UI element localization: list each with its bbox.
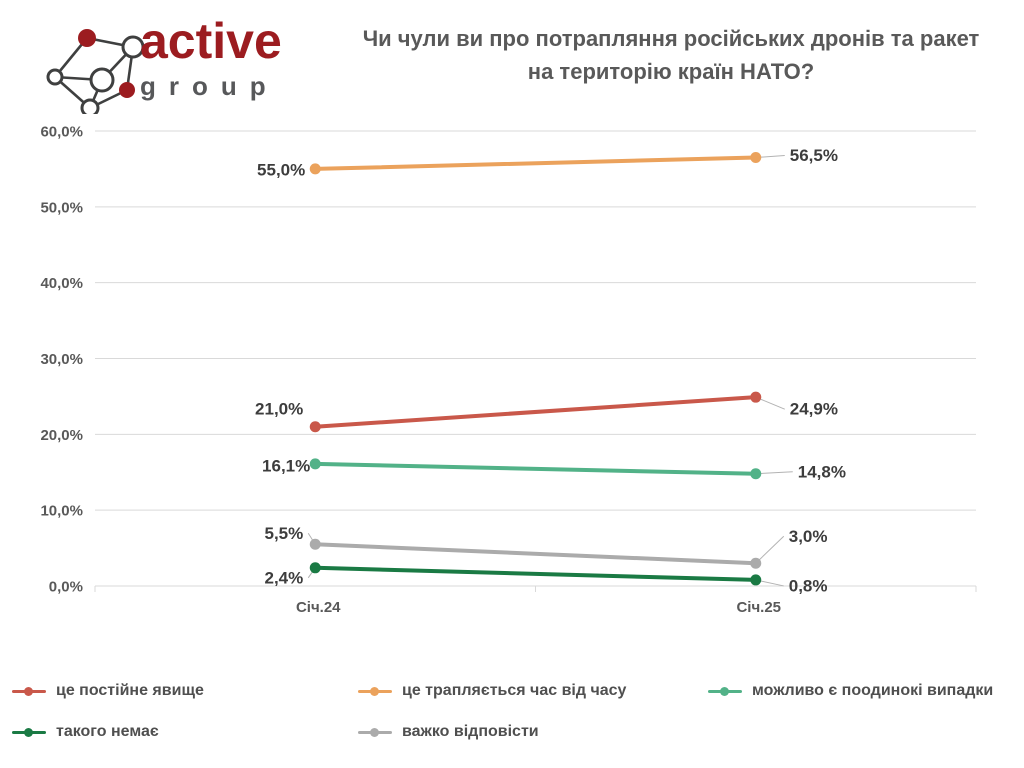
legend-item: важко відповісти <box>358 723 708 741</box>
data-point <box>309 163 321 175</box>
y-axis-label: 60,0% <box>40 124 83 141</box>
x-axis-label: Січ.25 <box>736 599 781 616</box>
data-point <box>309 458 321 470</box>
series-line <box>313 565 758 582</box>
legend-line-marker-icon <box>708 686 742 696</box>
logo-brand: active <box>140 13 282 69</box>
legend-label: важко відповісти <box>402 723 539 740</box>
header: active group Чи чули ви про потрапляння … <box>0 0 1024 114</box>
data-label: 56,5% <box>790 146 838 165</box>
series-line <box>313 395 758 429</box>
y-axis-label: 30,0% <box>40 351 83 368</box>
data-point <box>750 391 762 403</box>
logo-text: active group <box>140 14 282 101</box>
y-axis-label: 40,0% <box>40 275 83 292</box>
y-axis-label: 10,0% <box>40 503 83 520</box>
network-logo-icon <box>46 29 144 114</box>
label-leader-line <box>755 471 793 475</box>
legend-label: це трапляється час від часу <box>402 682 627 699</box>
legend-line-marker-icon <box>12 727 46 737</box>
legend-label: такого немає <box>56 723 159 740</box>
chart-title: Чи чули ви про потрапляння російських др… <box>330 22 1012 88</box>
legend-item: можливо є поодинокі випадки <box>708 682 1016 700</box>
legend-line-marker-icon <box>358 727 392 737</box>
y-axis-label: 0,0% <box>49 579 83 596</box>
data-point <box>309 562 321 574</box>
data-label: 21,0% <box>255 399 303 418</box>
legend-label: це постійне явище <box>56 682 204 699</box>
legend-line-marker-icon <box>358 686 392 696</box>
logo-brand-sub: group <box>140 71 279 101</box>
data-label: 3,0% <box>789 527 828 546</box>
data-point <box>750 574 762 586</box>
legend-item: такого немає <box>12 723 358 741</box>
legend-item: це трапляється час від часу <box>358 682 708 700</box>
chart-title-line1: Чи чули ви про потрапляння російських др… <box>362 26 980 51</box>
label-leader-line <box>755 535 785 564</box>
data-label: 5,5% <box>265 524 304 543</box>
line-chart: 0,0% 10,0% 20,0% 30,0% 40,0% 50,0% 60,0% Січ.24… <box>40 124 977 616</box>
data-point <box>750 468 762 480</box>
data-point <box>750 152 762 164</box>
data-label: 24,9% <box>790 400 838 419</box>
chart-legend: це постійне явище це трапляється час від… <box>12 682 1016 741</box>
data-label: 0,8% <box>789 576 828 595</box>
data-label: 14,8% <box>798 462 846 481</box>
active-group-logo: active group <box>16 8 316 114</box>
data-point <box>309 538 321 550</box>
data-point <box>309 421 321 433</box>
series-line <box>313 155 758 171</box>
y-axis-label: 20,0% <box>40 427 83 444</box>
legend-line-marker-icon <box>12 686 46 696</box>
data-label: 55,0% <box>257 160 305 179</box>
chart-title-line2: на територію країн НАТО? <box>527 59 815 84</box>
series-line <box>313 542 758 566</box>
y-axis-label: 50,0% <box>40 199 83 216</box>
data-label: 2,4% <box>265 568 304 587</box>
legend-item: це постійне явище <box>12 682 358 700</box>
data-point <box>750 557 762 569</box>
x-axis-label: Січ.24 <box>296 599 341 616</box>
legend-label: можливо є поодинокі випадки <box>752 682 994 699</box>
data-label: 16,1% <box>262 456 310 475</box>
series-line <box>313 461 758 476</box>
